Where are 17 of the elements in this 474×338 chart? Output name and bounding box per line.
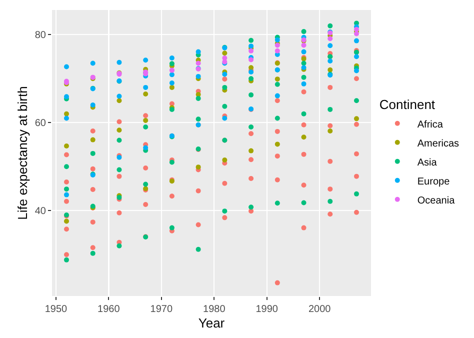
legend-label: Asia bbox=[417, 157, 438, 168]
y-tick-label: 60 bbox=[34, 118, 46, 130]
y-tick-label: 80 bbox=[34, 30, 46, 42]
legend-title: Continent bbox=[379, 96, 436, 112]
x-tick-label: 1990 bbox=[256, 304, 278, 315]
x-tick-label: 1950 bbox=[44, 304, 68, 315]
y-axis-title: Life expectancy at birth bbox=[14, 86, 30, 220]
y-tick-label: 40 bbox=[34, 206, 46, 218]
legend-label: Europe bbox=[417, 176, 450, 188]
x-tick-label: 1980 bbox=[203, 304, 226, 315]
x-axis-title: Year bbox=[198, 316, 226, 331]
x-tick-label: 2000 bbox=[308, 304, 332, 315]
legend-label: Americas bbox=[417, 138, 460, 150]
x-tick-label: 1970 bbox=[150, 304, 173, 315]
legend-label: Africa bbox=[417, 119, 444, 130]
legend-label: Oceania bbox=[417, 195, 456, 206]
x-tick-label: 1960 bbox=[98, 304, 120, 315]
